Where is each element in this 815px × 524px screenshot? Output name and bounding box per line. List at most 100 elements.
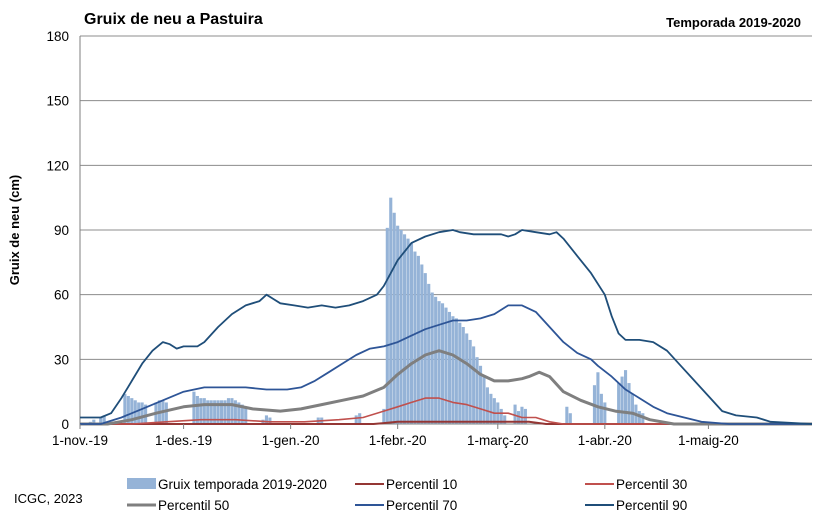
snow-depth-bar	[385, 227, 389, 424]
x-tick-label: 1-des.-19	[155, 433, 212, 448]
chart-title: Gruix de neu a Pastuira	[84, 11, 263, 28]
y-tick-label: 120	[46, 158, 69, 173]
snow-depth-bar	[472, 346, 476, 424]
snow-depth-bar	[461, 327, 465, 424]
x-tick-label: 1-nov.-19	[52, 433, 108, 448]
snow-depth-bar	[596, 372, 600, 424]
y-tick-label: 30	[54, 352, 69, 367]
snow-depth-bar	[102, 415, 106, 424]
snow-depth-bar	[430, 292, 434, 424]
snow-depth-bar	[92, 419, 96, 424]
snow-depth-bar	[565, 406, 569, 424]
series-line-p90	[80, 229, 813, 425]
snow-depth-bar	[520, 406, 524, 424]
snow-depth-bar	[396, 225, 400, 424]
legend-label: Percentil 90	[616, 498, 687, 513]
snow-depth-bar	[240, 404, 244, 424]
snow-depth-bar	[437, 301, 441, 424]
snow-depth-bar	[637, 411, 641, 424]
legend-label: Gruix temporada 2019-2020	[158, 477, 327, 492]
snow-depth-bar	[213, 400, 217, 424]
snow-depth-bar	[216, 400, 220, 424]
snow-depth-bar	[630, 393, 635, 424]
snow-depth-bar	[492, 398, 496, 424]
snow-depth-bar	[516, 411, 521, 424]
snow-depth-bar	[123, 393, 127, 424]
snow-depth-bar	[447, 311, 452, 424]
snow-depth-bar	[485, 387, 489, 424]
snow-depth-bar	[244, 406, 248, 424]
snow-depth-bar	[489, 393, 493, 424]
snow-depth-bar	[451, 316, 455, 424]
snow-depth-bar	[403, 234, 407, 424]
snow-depth-bar	[458, 322, 462, 424]
snow-depth-bar	[354, 415, 358, 424]
x-tick-label: 1-març-20	[467, 433, 529, 448]
snow-depth-bar	[264, 415, 269, 424]
snow-depth-bar	[268, 417, 272, 424]
x-tick-label: 1-abr.-20	[578, 433, 632, 448]
legend-label: Percentil 10	[386, 477, 457, 492]
snow-depth-bar	[416, 255, 420, 424]
snow-depth-bar	[389, 197, 393, 424]
snow-depth-bar	[230, 398, 234, 424]
snow-depth-bar	[603, 402, 607, 424]
snow-depth-bar	[130, 398, 134, 424]
series-line-p50	[80, 349, 812, 426]
snow-depth-bar	[195, 395, 199, 424]
snow-depth-bar	[423, 273, 427, 424]
snow-depth-bar	[202, 398, 206, 424]
snow-depth-bar	[444, 307, 448, 424]
y-tick-label: 0	[61, 417, 69, 432]
chart-subtitle: Temporada 2019-2020	[666, 15, 801, 30]
snow-depth-bar	[623, 370, 628, 424]
series-line-p70	[80, 304, 812, 425]
legend: Gruix temporada 2019-2020 Percentil 10 Per…	[127, 477, 687, 513]
snow-depth-bar	[620, 376, 624, 424]
snow-depth-bar	[237, 402, 241, 424]
snow-depth-bar	[503, 415, 507, 424]
plot-area: 0 30 60 90 120 150 180 1-nov.-19 1-des.-19 1-gen.…	[46, 29, 813, 448]
snow-depth-bar	[140, 402, 144, 424]
credit-text: ICGC, 2023	[14, 491, 83, 506]
snow-depth-bar	[468, 339, 472, 424]
snow-depth-bar	[420, 264, 424, 424]
x-tick-label: 1-maig-20	[678, 433, 739, 448]
snow-depth-bar	[126, 395, 130, 424]
snow-depth-bar	[434, 296, 438, 424]
x-tick-label: 1-gen.-20	[262, 433, 320, 448]
snow-depth-bar	[144, 404, 148, 424]
y-tick-label: 180	[46, 29, 69, 44]
y-tick-label: 60	[54, 288, 69, 303]
snow-depth-bar	[465, 333, 469, 424]
snow-depth-bar	[199, 398, 203, 424]
snow-depth-bar	[137, 402, 141, 424]
snow-depth-bar	[454, 318, 458, 424]
snow-depth-bar	[617, 383, 621, 424]
snow-depth-bar	[513, 404, 517, 424]
x-tick-label: 1-febr.-20	[369, 433, 427, 448]
snow-depth-bar	[406, 238, 410, 424]
legend-swatch-bars	[127, 478, 156, 489]
series-line-p10	[80, 420, 812, 425]
y-tick-label: 150	[46, 94, 69, 109]
snow-depth-bar	[209, 400, 213, 424]
snow-depth-bar	[627, 383, 631, 424]
snow-depth-bar	[499, 408, 503, 424]
legend-label: Percentil 70	[386, 498, 457, 513]
y-axis-label: Gruix de neu (cm)	[7, 175, 22, 286]
legend-label: Percentil 50	[158, 498, 229, 513]
series-line-p30	[80, 397, 812, 425]
snow-depth-bar	[223, 400, 227, 424]
snow-depth-bar	[482, 376, 486, 424]
y-tick-label: 90	[54, 223, 69, 238]
snow-depth-bar	[192, 391, 196, 424]
snow-depth-bar	[523, 408, 527, 424]
snow-depth-bar	[409, 242, 414, 424]
snow-depth-bar	[99, 417, 103, 424]
snow-depth-bar	[226, 398, 231, 424]
snow-depth-bar	[392, 212, 396, 424]
snow-depth-bar	[220, 400, 224, 424]
